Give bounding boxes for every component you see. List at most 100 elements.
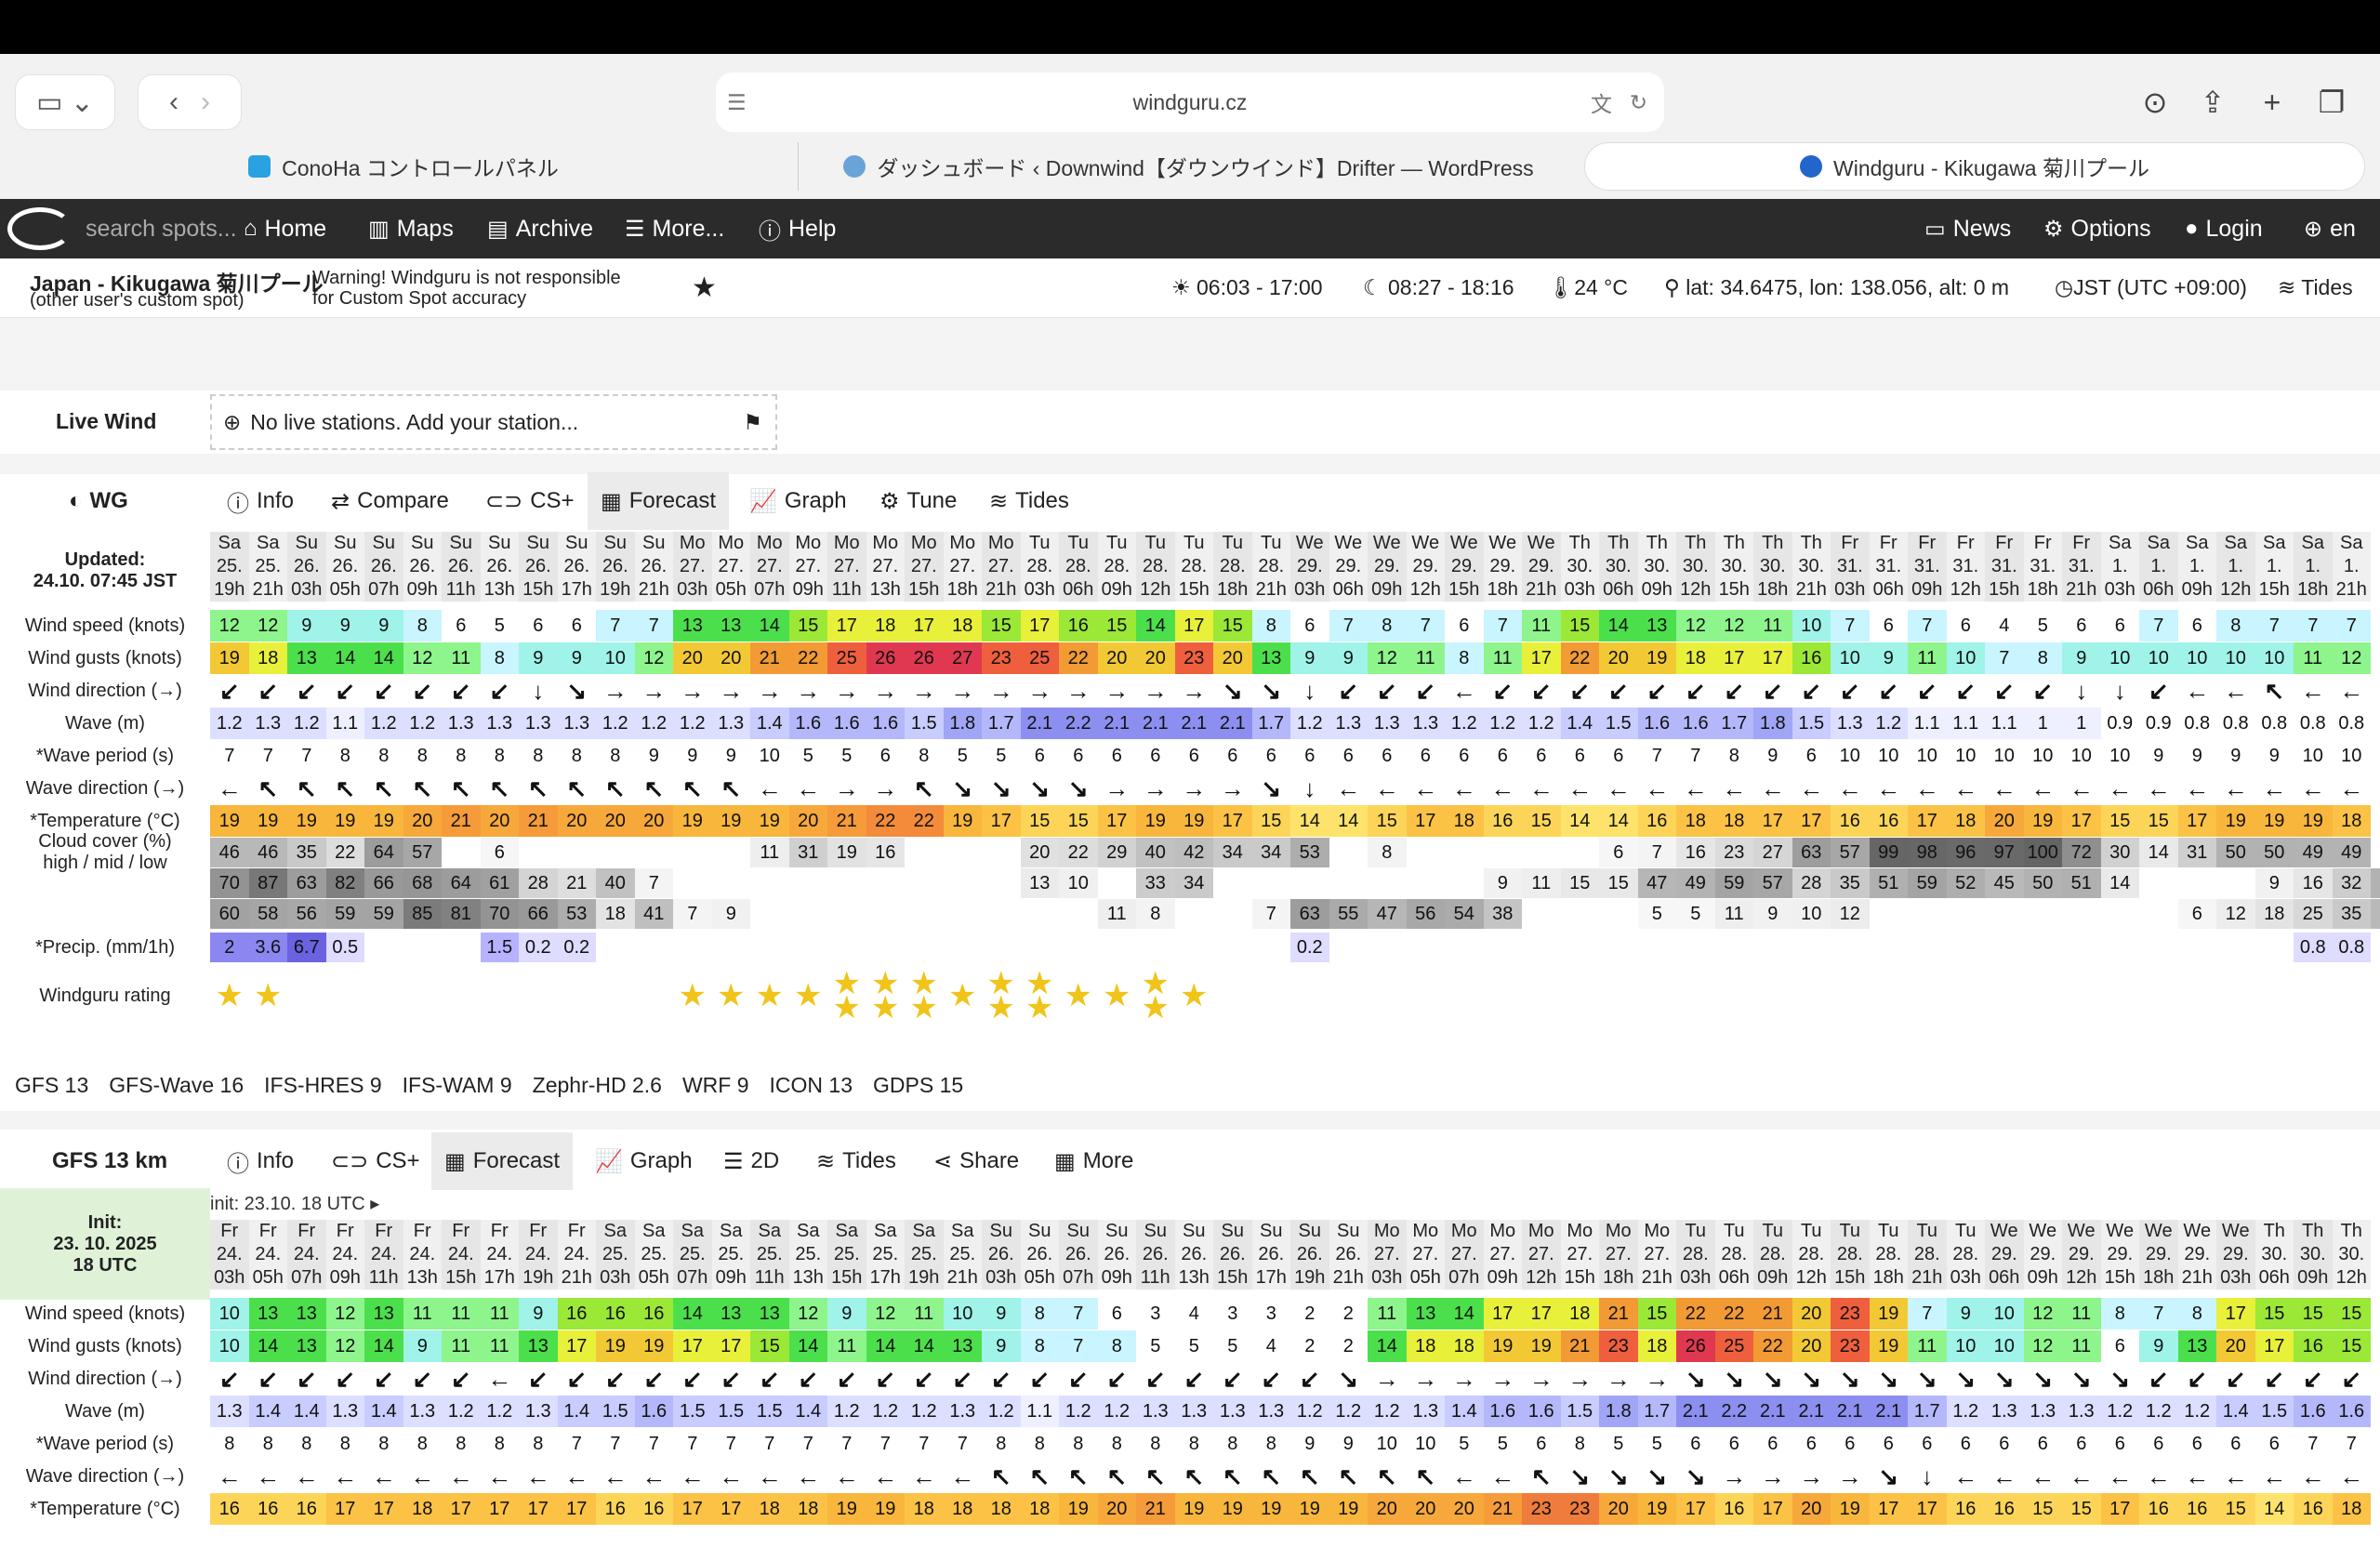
nav-maps[interactable]: ▥ Maps bbox=[368, 199, 454, 258]
header-hour: 06h bbox=[2143, 579, 2175, 600]
cell-wd: ↘ bbox=[1213, 675, 1252, 707]
time-header-cell: Tu 28. 18h bbox=[1869, 1220, 1908, 1290]
cell-wp: 7 bbox=[301, 745, 312, 766]
tab-conoha[interactable]: ConoHa コントロールパネル bbox=[13, 142, 794, 191]
model-ifs-wam[interactable]: IFS-WAM 9 bbox=[402, 1072, 512, 1097]
translate-icon[interactable]: 文 bbox=[1591, 92, 1612, 116]
model-gfs-wave[interactable]: GFS-Wave 16 bbox=[109, 1072, 245, 1097]
gfs-tab-tides[interactable]: ≋ Tides bbox=[803, 1132, 909, 1190]
header-hour: 19h bbox=[908, 1267, 940, 1288]
model-zephr-hd[interactable]: Zephr-HD 2.6 bbox=[532, 1072, 662, 1097]
gfs-tab-csplus[interactable]: ⊂⊃ CS+ bbox=[318, 1132, 433, 1190]
location-info: ⚲ lat: 34.6475, lon: 138.056, alt: 0 m bbox=[1664, 275, 2009, 300]
address-bar[interactable]: ☰ windguru.cz 文 ↻ bbox=[716, 73, 1664, 132]
tab-info[interactable]: ⓘ Info bbox=[214, 472, 307, 530]
time-header-cell: Fr 31. 06h bbox=[1869, 532, 1908, 602]
time-header-cell: Tu 28. 15h bbox=[1831, 1220, 1870, 1290]
direction-arrow-icon: ↙ bbox=[296, 676, 317, 705]
cell-temp: 17 bbox=[1097, 805, 1136, 837]
sidebar-toggle-button[interactable]: ▭ ⌄ bbox=[15, 74, 115, 130]
forward-icon[interactable]: › bbox=[201, 86, 210, 117]
cell-wp: 10 bbox=[1993, 745, 2015, 766]
reader-icon[interactable]: ☰ bbox=[727, 89, 747, 114]
cell-wp: 7 bbox=[1690, 745, 1701, 766]
search-input[interactable]: search spots... bbox=[86, 215, 237, 242]
tab-csplus[interactable]: ⊂⊃ CS+ bbox=[472, 472, 588, 530]
cell-temp: 20 bbox=[557, 805, 596, 837]
nav-help[interactable]: ⓘ Help bbox=[759, 199, 836, 258]
cell-wd: ↓ bbox=[519, 675, 558, 707]
time-header-cell: Th 30. 03h bbox=[1560, 532, 1599, 602]
cell-wgu: 12 bbox=[2332, 642, 2371, 674]
gfs-tab-more[interactable]: ▦ More bbox=[1041, 1132, 1146, 1190]
header-hour: 15h bbox=[2104, 1267, 2135, 1288]
new-tab-icon[interactable]: + bbox=[2263, 85, 2281, 119]
model-ifs-hres[interactable]: IFS-HRES 9 bbox=[264, 1072, 382, 1097]
gfs-tab-2d[interactable]: ☰ 2D bbox=[710, 1132, 792, 1190]
cell-temp: 20 bbox=[634, 805, 673, 837]
tab-windguru[interactable]: Windguru - Kikugawa 菊川プール bbox=[1584, 142, 2365, 191]
model-icon[interactable]: ICON 13 bbox=[769, 1072, 853, 1097]
cell-pr bbox=[1329, 933, 1368, 962]
timezone[interactable]: ◷JST (UTC +09:00) bbox=[2055, 275, 2247, 300]
model-wrf[interactable]: WRF 9 bbox=[681, 1072, 749, 1097]
cell-rating bbox=[1445, 966, 1484, 1025]
header-date: 28. bbox=[1219, 556, 1246, 576]
add-station-box[interactable]: ⊕ No live stations. Add your station... ⚑ bbox=[210, 394, 777, 450]
back-icon[interactable]: ‹ bbox=[169, 86, 178, 117]
header-hour: 05h bbox=[329, 579, 361, 600]
row-wave: 1.2 1.3 1.2 1.1 1.2 1.2 1.3 1.3 1.3 1.3 1.2 1.2 1.2 1… bbox=[210, 708, 2371, 739]
header-date: 28. bbox=[1104, 556, 1130, 576]
model-gfs[interactable]: GFS 13 bbox=[15, 1072, 89, 1097]
init-selector[interactable]: init: 23.10. 18 UTC ▸ bbox=[210, 1194, 380, 1214]
tab-overview-icon[interactable]: ❐ bbox=[2318, 86, 2346, 119]
gfs-tab-forecast[interactable]: ▦ Forecast bbox=[431, 1132, 574, 1190]
label-line: Cloud cover (%) bbox=[38, 831, 172, 852]
tab-compare[interactable]: ⇄ Compare bbox=[318, 472, 462, 530]
tab-graph[interactable]: 📈 Graph bbox=[736, 472, 860, 530]
nav-news[interactable]: ▭ News bbox=[1924, 199, 2011, 258]
cell-ch: 8 bbox=[1368, 838, 1407, 867]
nav-more[interactable]: ☰ More... bbox=[625, 199, 724, 258]
cell-cm bbox=[1406, 868, 1445, 898]
nav-options[interactable]: ⚙ Options bbox=[2043, 199, 2151, 258]
tab-tune[interactable]: ⚙ Tune bbox=[866, 472, 970, 530]
header-date: 25. bbox=[756, 1244, 783, 1264]
model-gdps[interactable]: GDPS 15 bbox=[873, 1072, 964, 1097]
download-icon[interactable]: ⊙ bbox=[2142, 86, 2168, 119]
nav-more-label: More... bbox=[652, 215, 725, 242]
tides-link[interactable]: ≋ Tides bbox=[2278, 275, 2353, 300]
cell-wd: ↘ bbox=[558, 675, 597, 707]
cell-wgu: 22 bbox=[1560, 642, 1599, 674]
spacer bbox=[0, 454, 2380, 474]
nav-home[interactable]: ⌂ Home bbox=[244, 199, 326, 258]
nav-language[interactable]: ⊕ en bbox=[2304, 199, 2356, 258]
gfs-tab-share[interactable]: ⋖ Share bbox=[920, 1132, 1032, 1190]
cell-wvd: ← bbox=[789, 1461, 828, 1492]
gfs-tab-info[interactable]: ⓘ Info bbox=[214, 1132, 307, 1190]
header-date: 24. bbox=[293, 1244, 320, 1264]
header-hour: 03h bbox=[1950, 1267, 1981, 1288]
share-icon[interactable]: ⇪ bbox=[2200, 86, 2226, 119]
header-hour: 21h bbox=[561, 1267, 592, 1288]
header-hour: 15h bbox=[522, 579, 554, 600]
cell-wd: ↙ bbox=[2139, 1363, 2178, 1395]
reload-icon[interactable]: ↻ bbox=[1629, 89, 1647, 114]
header-day: Tu bbox=[1800, 1221, 1822, 1241]
tab-wordpress[interactable]: ダッシュボード ‹ Downwind【ダウンウインド】Drifter — Wor… bbox=[798, 142, 1579, 191]
cell-wvd: ← bbox=[2255, 1461, 2294, 1492]
direction-arrow-icon: ↘ bbox=[1916, 1364, 1937, 1393]
nav-login[interactable]: ● Login bbox=[2185, 199, 2263, 258]
cell-wgu: 10 bbox=[210, 1330, 249, 1362]
nav-archive[interactable]: ▤ Archive bbox=[487, 199, 593, 258]
header-hour: 11h bbox=[754, 1267, 785, 1288]
direction-arrow-icon: ↙ bbox=[643, 1364, 665, 1393]
cell-wvd: ← bbox=[712, 1461, 751, 1492]
favorite-star-icon[interactable]: ★ bbox=[692, 272, 717, 303]
gfs-tab-graph[interactable]: 📈 Graph bbox=[582, 1132, 706, 1190]
windguru-logo[interactable] bbox=[7, 199, 73, 258]
tab-tides[interactable]: ≋ Tides bbox=[976, 472, 1082, 530]
windguru-navbar: search spots... ⌂ Home ▥ Maps ▤ Archive ☰ Mo… bbox=[0, 199, 2380, 258]
tab-forecast[interactable]: ▦ Forecast bbox=[588, 472, 730, 530]
cell-cl: 56 bbox=[287, 899, 326, 929]
